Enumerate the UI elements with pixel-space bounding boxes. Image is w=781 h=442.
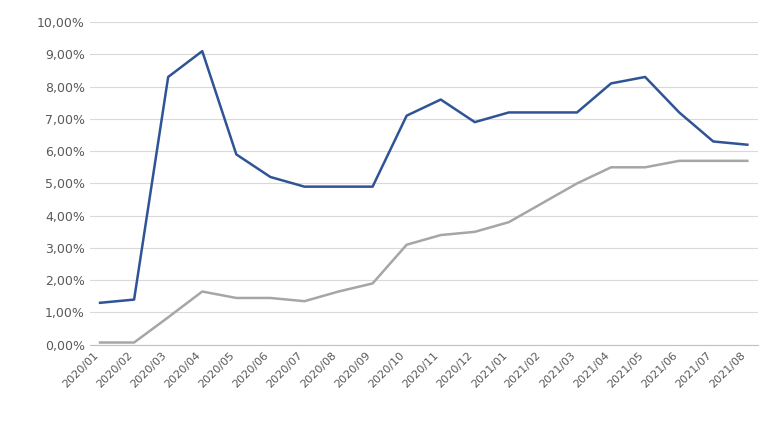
- % werkgevers dat registreert: [572, 110, 582, 115]
- % werkgevers dat registreert: [675, 110, 684, 115]
- % werkgevers dat registreert: [640, 74, 650, 80]
- Line: % werkgevers dat registreert: % werkgevers dat registreert: [100, 51, 747, 303]
- % werkgevers dat registreert: [505, 110, 514, 115]
- % werkgevers dat vergoedt: [538, 200, 547, 206]
- % werkgevers dat registreert: [368, 184, 377, 189]
- % werkgevers dat vergoedt: [130, 340, 139, 345]
- % werkgevers dat registreert: [130, 297, 139, 302]
- % werkgevers dat registreert: [95, 300, 105, 305]
- % werkgevers dat registreert: [708, 139, 718, 144]
- % werkgevers dat vergoedt: [470, 229, 480, 234]
- % werkgevers dat registreert: [198, 49, 207, 54]
- % werkgevers dat vergoedt: [675, 158, 684, 164]
- % werkgevers dat vergoedt: [198, 289, 207, 294]
- % werkgevers dat vergoedt: [300, 298, 309, 304]
- % werkgevers dat vergoedt: [505, 220, 514, 225]
- % werkgevers dat vergoedt: [163, 315, 173, 320]
- Line: % werkgevers dat vergoedt: % werkgevers dat vergoedt: [100, 161, 747, 343]
- % werkgevers dat vergoedt: [266, 295, 275, 301]
- % werkgevers dat vergoedt: [402, 242, 412, 248]
- % werkgevers dat vergoedt: [436, 232, 445, 238]
- % werkgevers dat vergoedt: [95, 340, 105, 345]
- % werkgevers dat vergoedt: [572, 181, 582, 186]
- % werkgevers dat vergoedt: [606, 164, 615, 170]
- % werkgevers dat registreert: [606, 81, 615, 86]
- % werkgevers dat registreert: [743, 142, 752, 147]
- % werkgevers dat registreert: [232, 152, 241, 157]
- % werkgevers dat registreert: [402, 113, 412, 118]
- % werkgevers dat registreert: [266, 174, 275, 179]
- % werkgevers dat registreert: [436, 97, 445, 102]
- % werkgevers dat registreert: [470, 119, 480, 125]
- % werkgevers dat vergoedt: [640, 164, 650, 170]
- % werkgevers dat registreert: [333, 184, 343, 189]
- % werkgevers dat vergoedt: [708, 158, 718, 164]
- % werkgevers dat registreert: [538, 110, 547, 115]
- % werkgevers dat vergoedt: [743, 158, 752, 164]
- % werkgevers dat registreert: [300, 184, 309, 189]
- % werkgevers dat vergoedt: [368, 281, 377, 286]
- % werkgevers dat vergoedt: [232, 295, 241, 301]
- % werkgevers dat registreert: [163, 74, 173, 80]
- % werkgevers dat vergoedt: [333, 289, 343, 294]
